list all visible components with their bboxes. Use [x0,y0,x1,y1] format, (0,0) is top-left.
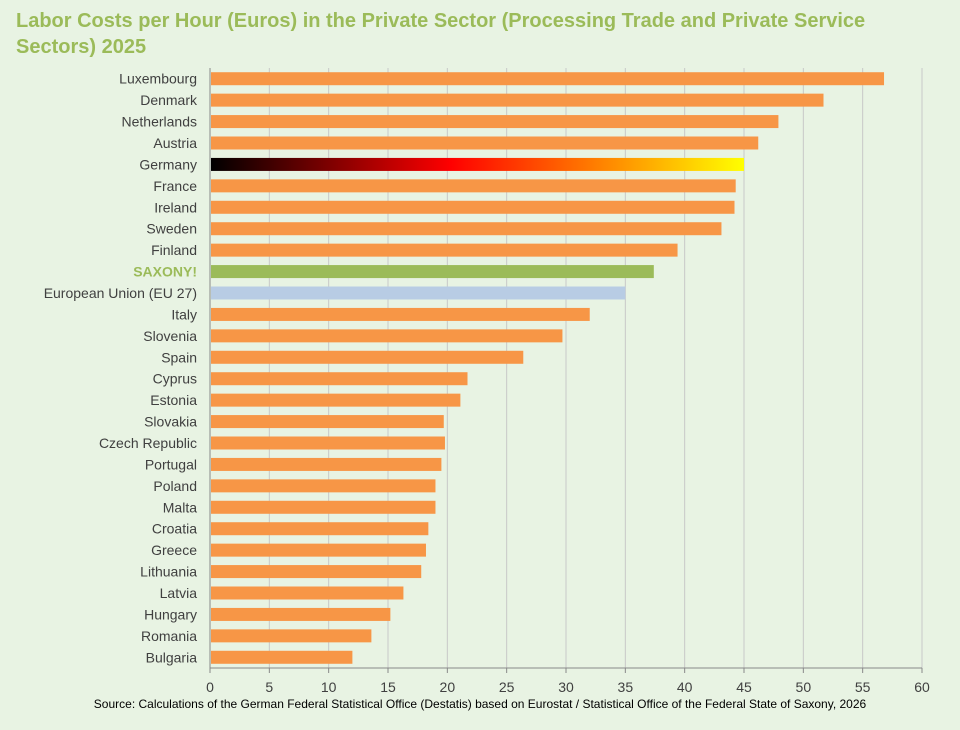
bar-saxony [211,265,654,279]
category-label: Sweden [146,221,197,237]
category-label: Malta [163,499,197,515]
bar-ireland [211,200,735,214]
category-label: Romania [141,628,197,644]
x-tick-label: 45 [736,679,752,695]
x-tick-label: 5 [265,679,273,695]
bar-germany [211,157,744,171]
bar-denmark [211,93,824,107]
x-tick-label: 15 [380,679,396,695]
bar-italy [211,307,590,321]
category-label: Netherlands [122,114,198,130]
category-label: Lithuania [140,564,197,580]
category-labels: Luxembourg Denmark Netherlands Austria Germa… [44,71,198,666]
bar-netherlands [211,115,779,129]
x-tick-label: 25 [499,679,515,695]
category-label: Slovakia [144,414,197,430]
x-tick-label: 0 [206,679,214,695]
chart-title: Labor Costs per Hour (Euros) in the Priv… [16,10,866,58]
category-label: Greece [151,542,197,558]
bar-finland [211,243,678,257]
bar-czech-republic [211,436,445,450]
category-label: Italy [171,306,197,322]
x-tick-label: 30 [558,679,574,695]
x-tick-label: 50 [796,679,812,695]
bar-cyprus [211,372,468,386]
category-label: Austria [153,135,197,151]
bar-slovakia [211,415,444,429]
category-label: Hungary [144,606,197,622]
bar-croatia [211,522,429,536]
x-tick-label: 20 [440,679,456,695]
x-tick-label: 60 [914,679,930,695]
category-label: Bulgaria [146,649,198,665]
bars [211,72,885,664]
category-label: Germany [139,156,197,172]
bar-hungary [211,607,391,621]
bar-sweden [211,222,722,236]
category-label: European Union (EU 27) [44,285,197,301]
bar-estonia [211,393,461,407]
x-tick-label: 40 [677,679,693,695]
category-label: Finland [151,242,197,258]
bar-luxembourg [211,72,885,86]
category-label: Poland [153,478,197,494]
category-label: Cyprus [153,371,197,387]
category-label: Denmark [140,92,198,108]
category-label: Ireland [154,199,197,215]
category-label: Czech Republic [99,435,197,451]
category-label: Croatia [152,521,197,537]
x-tick-label: 10 [321,679,337,695]
category-label: Latvia [160,585,198,601]
bar-lithuania [211,565,422,579]
bar-romania [211,629,372,643]
bar-france [211,179,736,193]
category-label: France [153,178,197,194]
category-label: Portugal [145,456,197,472]
bar-malta [211,500,436,514]
bar-bulgaria [211,650,353,664]
bar-slovenia [211,329,563,343]
source-note: Source: Calculations of the German Feder… [93,697,867,711]
category-label: Spain [161,349,197,365]
bar-greece [211,543,426,557]
bar-austria [211,136,759,150]
bar-poland [211,479,436,493]
bar-portugal [211,457,442,471]
category-label: Slovenia [143,328,197,344]
bar-latvia [211,586,404,600]
bar-spain [211,350,524,364]
x-axis: 0 5 10 15 20 25 30 35 40 45 50 55 60 [206,68,930,695]
x-tick-label: 55 [855,679,871,695]
category-label: SAXONY! [133,264,197,280]
category-label: Estonia [150,392,197,408]
x-tick-label: 35 [618,679,634,695]
category-label: Luxembourg [119,71,197,87]
bar-european-union-eu-27 [211,286,626,300]
